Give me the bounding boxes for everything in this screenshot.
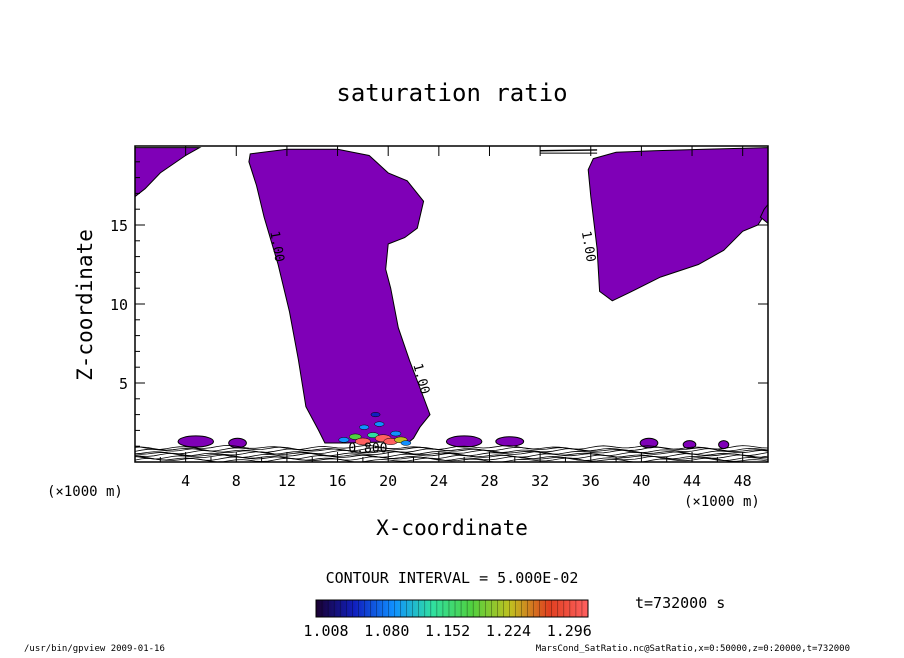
ground-contour-6: [135, 448, 768, 454]
x-tick-label-36: 36: [582, 472, 600, 490]
colorbar-label-2: 1.152: [425, 622, 470, 640]
region-edge-right: [759, 203, 768, 225]
x-unit-left: (×1000 m): [47, 484, 123, 500]
chart-title: saturation ratio: [336, 79, 567, 107]
y-axis-title: Z-coordinate: [73, 229, 97, 381]
patch-6: [718, 440, 730, 450]
region-plume-right: [587, 147, 768, 302]
peak-4: [374, 421, 385, 427]
colorbar-label-3: 1.224: [486, 622, 531, 640]
x-tick-label-44: 44: [683, 472, 701, 490]
peak-1: [349, 433, 362, 440]
x-tick-label-32: 32: [531, 472, 549, 490]
colorbar: 1.008 1.080 1.152 1.224 1.296: [303, 599, 592, 640]
peak-11: [359, 424, 370, 430]
x-tick-labels: 4 8 12 16 20 24 28 32 36 40 44 48: [181, 472, 752, 490]
x-tick-label-48: 48: [734, 472, 752, 490]
y-tick-label-5: 5: [119, 375, 128, 393]
x-tick-label-8: 8: [232, 472, 241, 490]
peak-2: [355, 437, 371, 446]
x-tick-label-4: 4: [181, 472, 190, 490]
region-corner-top-left: [135, 147, 202, 198]
contour-label-0: 1.00: [266, 230, 286, 263]
colorbar-label-1: 1.080: [364, 622, 409, 640]
x-tick-label-40: 40: [632, 472, 650, 490]
patch-2: [445, 435, 483, 448]
patch-0: [177, 435, 214, 448]
contour-label-1: 1.00: [578, 230, 598, 263]
x-tick-label-12: 12: [278, 472, 296, 490]
peak-9: [400, 440, 412, 446]
x-unit-right: (×1000 m): [684, 494, 760, 510]
time-label: t=732000 s: [635, 594, 725, 612]
footer-left: /usr/bin/gpview 2009-01-16: [24, 644, 165, 654]
x-axis-title: X-coordinate: [376, 516, 528, 540]
y-tick-label-15: 15: [110, 217, 128, 235]
x-tick-label-20: 20: [379, 472, 397, 490]
peak-7: [390, 430, 402, 437]
colorbar-label-0: 1.008: [303, 622, 348, 640]
colorbar-fill: [315, 599, 589, 618]
ground-contour-5: [135, 449, 768, 455]
footer-right: MarsCond_SatRatio.nc@SatRatio,x=0:50000,…: [536, 644, 850, 654]
region-plume-left: [248, 148, 431, 444]
patch-3: [495, 436, 525, 447]
y-tick-labels: 5 10 15: [110, 217, 128, 393]
contour-interval-label: CONTOUR INTERVAL = 5.000E-02: [326, 569, 579, 587]
top-contour-0: [540, 149, 598, 152]
x-tick-label-16: 16: [329, 472, 347, 490]
x-tick-label-28: 28: [480, 472, 498, 490]
ground-contour-0: [135, 457, 768, 462]
y-tick-label-10: 10: [110, 296, 128, 314]
contour-label-3: 0.800: [348, 442, 387, 457]
peak-10: [370, 412, 381, 418]
colorbar-label-4: 1.296: [547, 622, 592, 640]
peak-0: [338, 437, 350, 443]
ground-contour-4: [135, 451, 768, 457]
x-tick-label-24: 24: [430, 472, 448, 490]
plot-area: 1.00 1.001.000.800: [134, 145, 769, 463]
ground-contour-8: [135, 445, 768, 450]
